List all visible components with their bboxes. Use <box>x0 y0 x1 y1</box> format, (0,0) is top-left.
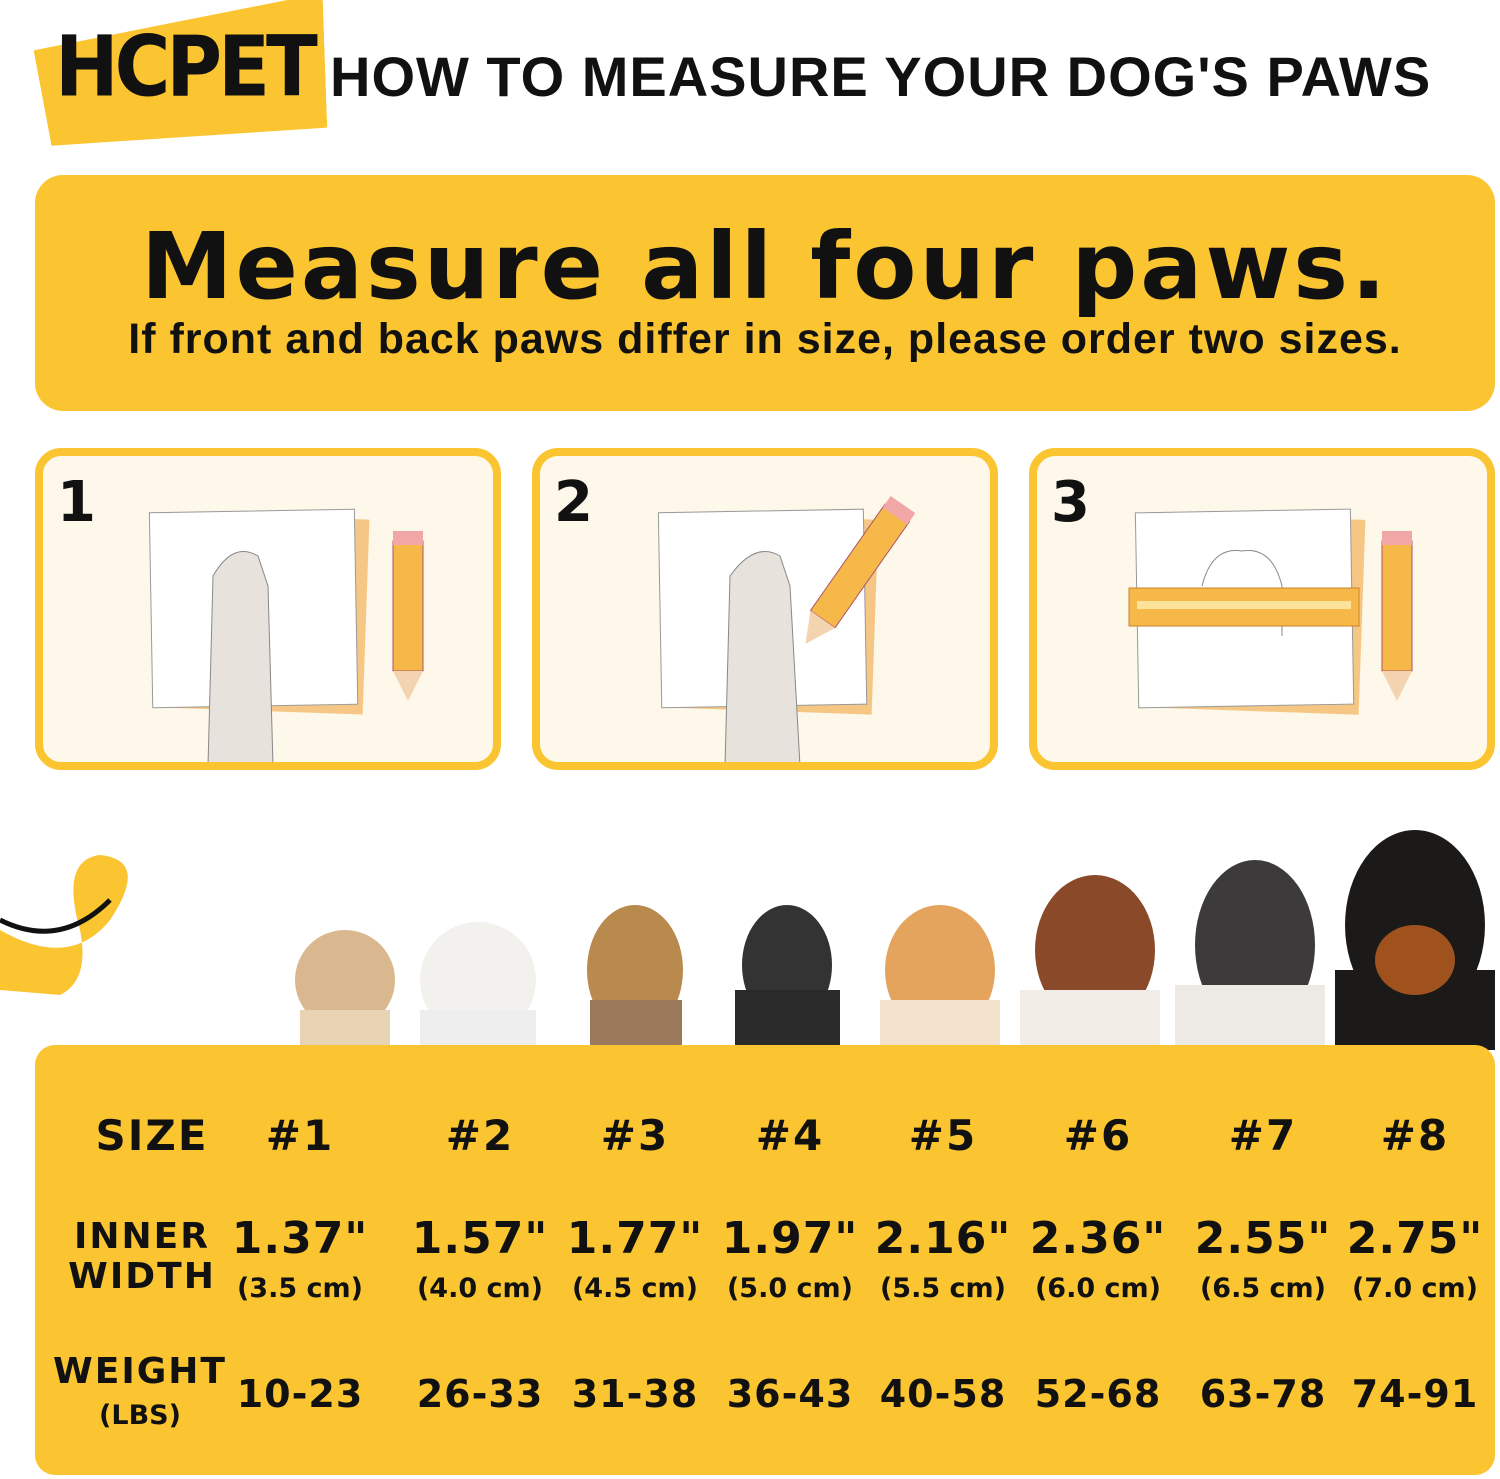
inner-width-cm: (4.5 cm) <box>571 1273 699 1304</box>
step-1-panel: 1 <box>35 448 501 770</box>
step-3-panel: 3 <box>1029 448 1495 770</box>
size-value: #5 <box>908 1111 978 1160</box>
pencil-icon <box>805 495 916 644</box>
step-number: 2 <box>554 470 593 535</box>
weight-label: WEIGHT <box>53 1351 227 1392</box>
weight-range: 74-91 <box>1351 1372 1479 1416</box>
size-chart: SIZE INNER WIDTH WEIGHT (LBS) #1 1.37" (3.… <box>35 1045 1495 1475</box>
weight-range: 40-58 <box>879 1372 1007 1416</box>
inner-width-cm: (3.5 cm) <box>236 1273 364 1304</box>
weight-range: 31-38 <box>571 1372 699 1416</box>
ruler-measure-illustration <box>1128 508 1413 715</box>
inner-width-label-line2: WIDTH <box>68 1256 216 1297</box>
weight-range: 26-33 <box>416 1372 544 1416</box>
banner-headline: Measure all four paws. <box>140 213 1390 320</box>
step-number: 1 <box>57 470 96 535</box>
trace-paw-illustration <box>657 495 916 762</box>
inner-width-inches: 2.36" <box>1029 1213 1167 1264</box>
inner-width-cm: (6.5 cm) <box>1199 1273 1327 1304</box>
inner-width-inches: 1.77" <box>566 1213 704 1264</box>
dog-breeds-row <box>0 830 1495 1050</box>
weight-range: 36-43 <box>726 1372 854 1416</box>
inner-width-inches: 2.55" <box>1194 1213 1332 1264</box>
inner-width-cm: (7.0 cm) <box>1351 1273 1479 1304</box>
banner-subtext: If front and back paws differ in size, p… <box>128 315 1402 363</box>
size-value: #4 <box>755 1111 825 1160</box>
inner-width-label-line1: INNER <box>74 1216 210 1257</box>
dog-australian-shepherd <box>1020 875 1160 1050</box>
inner-width-inches: 1.57" <box>411 1213 549 1264</box>
step-2-panel: 2 <box>532 448 998 770</box>
brand-logo: HCPET <box>55 17 318 116</box>
size-row-label: SIZE <box>95 1111 209 1160</box>
inner-width-inches: 2.75" <box>1346 1213 1484 1264</box>
dog-shiba <box>880 905 1000 1050</box>
dog-yorkie <box>587 905 683 1050</box>
inner-width-cm: (5.5 cm) <box>879 1273 1007 1304</box>
size-value: #6 <box>1063 1111 1133 1160</box>
weight-range: 63-78 <box>1199 1372 1327 1416</box>
weight-range: 52-68 <box>1034 1372 1162 1416</box>
inner-width-inches: 2.16" <box>874 1213 1012 1264</box>
size-value: #8 <box>1380 1111 1450 1160</box>
pencil-icon <box>1381 531 1413 701</box>
weight-unit-label: (LBS) <box>99 1400 181 1431</box>
inner-width-cm: (6.0 cm) <box>1034 1273 1162 1304</box>
ruler-icon <box>1128 587 1360 627</box>
dog-bichon <box>420 922 536 1050</box>
size-value: #3 <box>600 1111 670 1160</box>
dog-chihuahua <box>295 930 395 1050</box>
inner-width-inches: 1.97" <box>721 1213 859 1264</box>
inner-width-cm: (5.0 cm) <box>726 1273 854 1304</box>
dog-schnauzer <box>735 905 840 1050</box>
dog-rottweiler <box>1335 830 1495 1050</box>
size-value: #1 <box>265 1111 335 1160</box>
inner-width-inches: 1.37" <box>231 1213 369 1264</box>
page-title: HOW TO MEASURE YOUR DOG'S PAWS <box>330 45 1432 108</box>
step-number: 3 <box>1051 470 1090 535</box>
weight-range: 10-23 <box>236 1372 364 1416</box>
instruction-banner: Measure all four paws. If front and back… <box>35 175 1495 411</box>
paw-on-paper-illustration <box>148 508 424 762</box>
size-value: #2 <box>445 1111 515 1160</box>
decorative-swoosh <box>0 855 128 995</box>
size-value: #7 <box>1228 1111 1298 1160</box>
inner-width-cm: (4.0 cm) <box>416 1273 544 1304</box>
pencil-icon <box>392 531 424 701</box>
dog-husky <box>1175 860 1325 1050</box>
